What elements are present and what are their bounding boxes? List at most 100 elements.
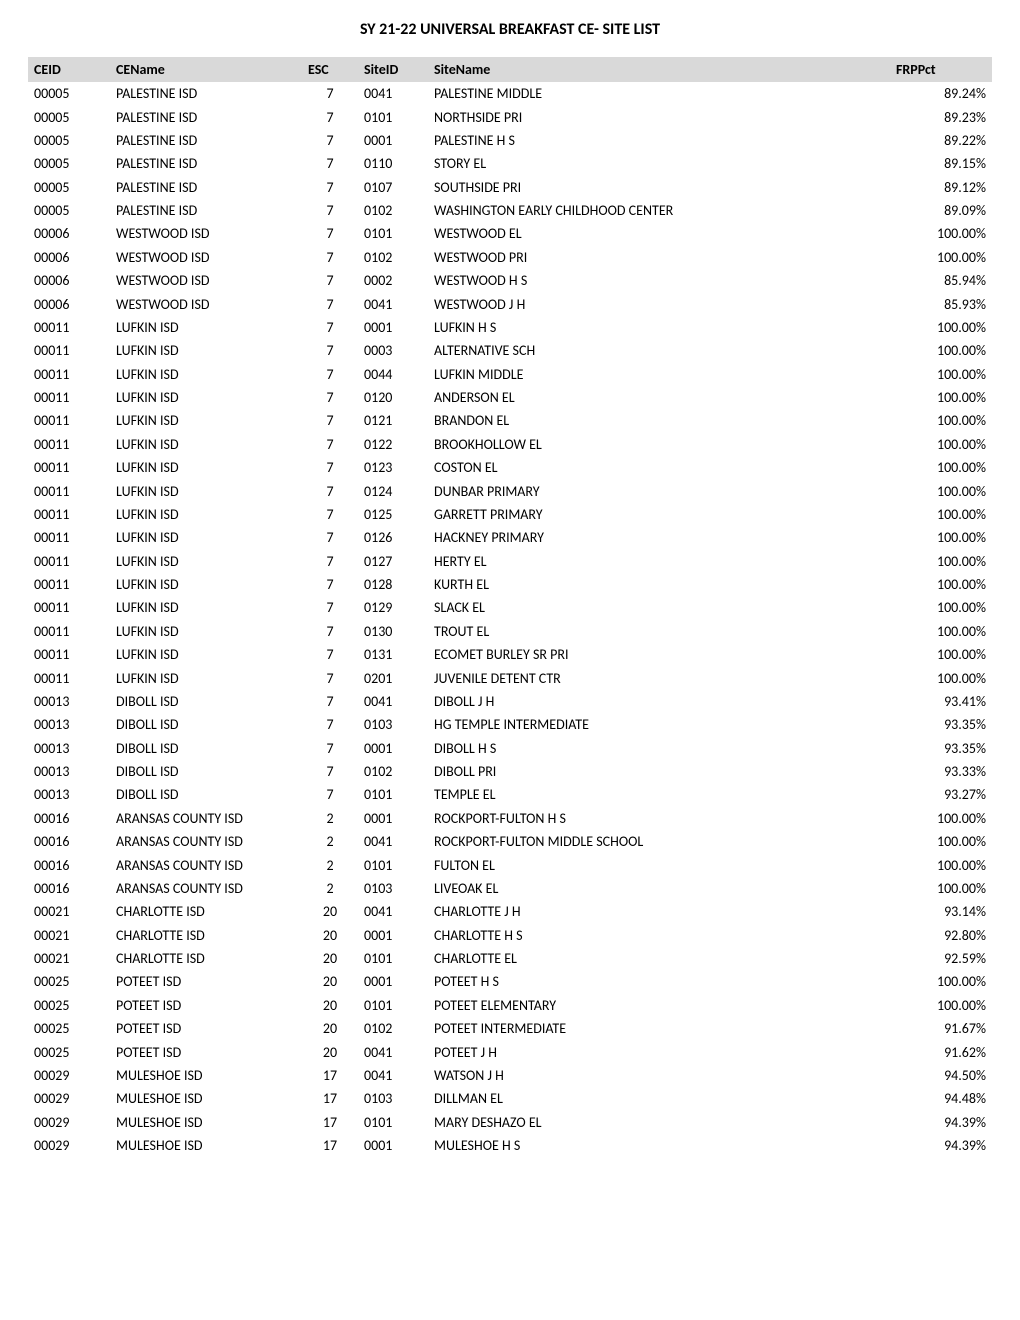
table-cell: 7 <box>302 176 358 199</box>
table-row: 00005PALESTINE ISD70041PALESTINE MIDDLE8… <box>28 82 992 105</box>
table-cell: 0041 <box>358 82 428 105</box>
table-cell: 0123 <box>358 456 428 479</box>
table-cell: BROOKHOLLOW EL <box>428 433 890 456</box>
table-cell: MULESHOE ISD <box>110 1134 302 1157</box>
table-cell: 7 <box>302 246 358 269</box>
table-cell: 7 <box>302 105 358 128</box>
table-cell: WESTWOOD J H <box>428 292 890 315</box>
table-cell: JUVENILE DETENT CTR <box>428 666 890 689</box>
table-cell: 17 <box>302 1087 358 1110</box>
table-cell: LUFKIN ISD <box>110 573 302 596</box>
table-row: 00006WESTWOOD ISD70002WESTWOOD H S85.94% <box>28 269 992 292</box>
table-cell: POTEET H S <box>428 970 890 993</box>
table-cell: 17 <box>302 1064 358 1087</box>
table-cell: 0122 <box>358 433 428 456</box>
table-cell: DIBOLL ISD <box>110 690 302 713</box>
table-cell: LUFKIN ISD <box>110 479 302 502</box>
table-cell: 7 <box>302 386 358 409</box>
table-cell: 0120 <box>358 386 428 409</box>
table-cell: 00025 <box>28 1040 110 1063</box>
table-row: 00029MULESHOE ISD170041WATSON J H94.50% <box>28 1064 992 1087</box>
table-cell: 92.59% <box>890 947 992 970</box>
table-cell: 0001 <box>358 807 428 830</box>
table-cell: 7 <box>302 690 358 713</box>
table-cell: LUFKIN ISD <box>110 386 302 409</box>
table-row: 00016ARANSAS COUNTY ISD20001ROCKPORT-FUL… <box>28 807 992 830</box>
table-cell: 0001 <box>358 737 428 760</box>
table-cell: DIBOLL ISD <box>110 783 302 806</box>
table-cell: 00011 <box>28 386 110 409</box>
table-cell: 00011 <box>28 573 110 596</box>
table-cell: 7 <box>302 409 358 432</box>
table-cell: 0131 <box>358 643 428 666</box>
table-cell: 7 <box>302 620 358 643</box>
table-cell: 0101 <box>358 1111 428 1134</box>
table-cell: 100.00% <box>890 526 992 549</box>
table-cell: 100.00% <box>890 970 992 993</box>
table-cell: GARRETT PRIMARY <box>428 503 890 526</box>
table-cell: WESTWOOD PRI <box>428 246 890 269</box>
table-cell: FULTON EL <box>428 853 890 876</box>
table-cell: 0125 <box>358 503 428 526</box>
table-cell: 100.00% <box>890 246 992 269</box>
table-row: 00016ARANSAS COUNTY ISD20103LIVEOAK EL10… <box>28 877 992 900</box>
table-cell: 89.15% <box>890 152 992 175</box>
table-cell: 00005 <box>28 129 110 152</box>
table-row: 00013DIBOLL ISD70101TEMPLE EL93.27% <box>28 783 992 806</box>
table-cell: 0001 <box>358 316 428 339</box>
table-cell: TEMPLE EL <box>428 783 890 806</box>
table-cell: 00016 <box>28 853 110 876</box>
col-header-sitename: SiteName <box>428 57 890 82</box>
table-cell: 2 <box>302 853 358 876</box>
table-row: 00011LUFKIN ISD70129SLACK EL100.00% <box>28 596 992 619</box>
table-cell: POTEET ISD <box>110 994 302 1017</box>
table-cell: 100.00% <box>890 456 992 479</box>
table-cell: 0102 <box>358 246 428 269</box>
table-cell: CHARLOTTE EL <box>428 947 890 970</box>
table-cell: MULESHOE ISD <box>110 1111 302 1134</box>
table-cell: 0107 <box>358 176 428 199</box>
table-row: 00025POTEET ISD200001POTEET H S100.00% <box>28 970 992 993</box>
table-cell: 00011 <box>28 339 110 362</box>
table-cell: 0101 <box>358 783 428 806</box>
table-cell: WESTWOOD ISD <box>110 269 302 292</box>
table-cell: 2 <box>302 807 358 830</box>
table-cell: 0041 <box>358 1064 428 1087</box>
table-row: 00005PALESTINE ISD70110STORY EL89.15% <box>28 152 992 175</box>
table-row: 00011LUFKIN ISD70127HERTY EL100.00% <box>28 550 992 573</box>
table-row: 00011LUFKIN ISD70130TROUT EL100.00% <box>28 620 992 643</box>
table-cell: 00011 <box>28 316 110 339</box>
table-cell: 00025 <box>28 970 110 993</box>
table-cell: CHARLOTTE ISD <box>110 900 302 923</box>
table-cell: POTEET ISD <box>110 1017 302 1040</box>
table-cell: 100.00% <box>890 363 992 386</box>
table-cell: WESTWOOD ISD <box>110 222 302 245</box>
table-cell: 100.00% <box>890 666 992 689</box>
table-cell: 100.00% <box>890 479 992 502</box>
table-cell: LUFKIN ISD <box>110 339 302 362</box>
table-row: 00005PALESTINE ISD70001PALESTINE H S89.2… <box>28 129 992 152</box>
table-cell: LUFKIN ISD <box>110 409 302 432</box>
table-cell: 00011 <box>28 526 110 549</box>
table-cell: 20 <box>302 994 358 1017</box>
table-cell: ROCKPORT-FULTON MIDDLE SCHOOL <box>428 830 890 853</box>
table-cell: 0101 <box>358 222 428 245</box>
table-cell: BRANDON EL <box>428 409 890 432</box>
table-cell: 85.93% <box>890 292 992 315</box>
table-row: 00005PALESTINE ISD70102WASHINGTON EARLY … <box>28 199 992 222</box>
table-row: 00013DIBOLL ISD70041DIBOLL J H93.41% <box>28 690 992 713</box>
table-row: 00011LUFKIN ISD70125GARRETT PRIMARY100.0… <box>28 503 992 526</box>
table-cell: 00011 <box>28 550 110 573</box>
table-row: 00021CHARLOTTE ISD200101CHARLOTTE EL92.5… <box>28 947 992 970</box>
table-cell: 89.09% <box>890 199 992 222</box>
table-cell: 0001 <box>358 1134 428 1157</box>
table-cell: 94.39% <box>890 1111 992 1134</box>
table-cell: LUFKIN ISD <box>110 620 302 643</box>
table-cell: WASHINGTON EARLY CHILDHOOD CENTER <box>428 199 890 222</box>
table-cell: 00025 <box>28 1017 110 1040</box>
table-cell: LUFKIN ISD <box>110 503 302 526</box>
table-cell: 20 <box>302 924 358 947</box>
table-cell: SOUTHSIDE PRI <box>428 176 890 199</box>
table-cell: 0041 <box>358 900 428 923</box>
table-cell: 2 <box>302 877 358 900</box>
